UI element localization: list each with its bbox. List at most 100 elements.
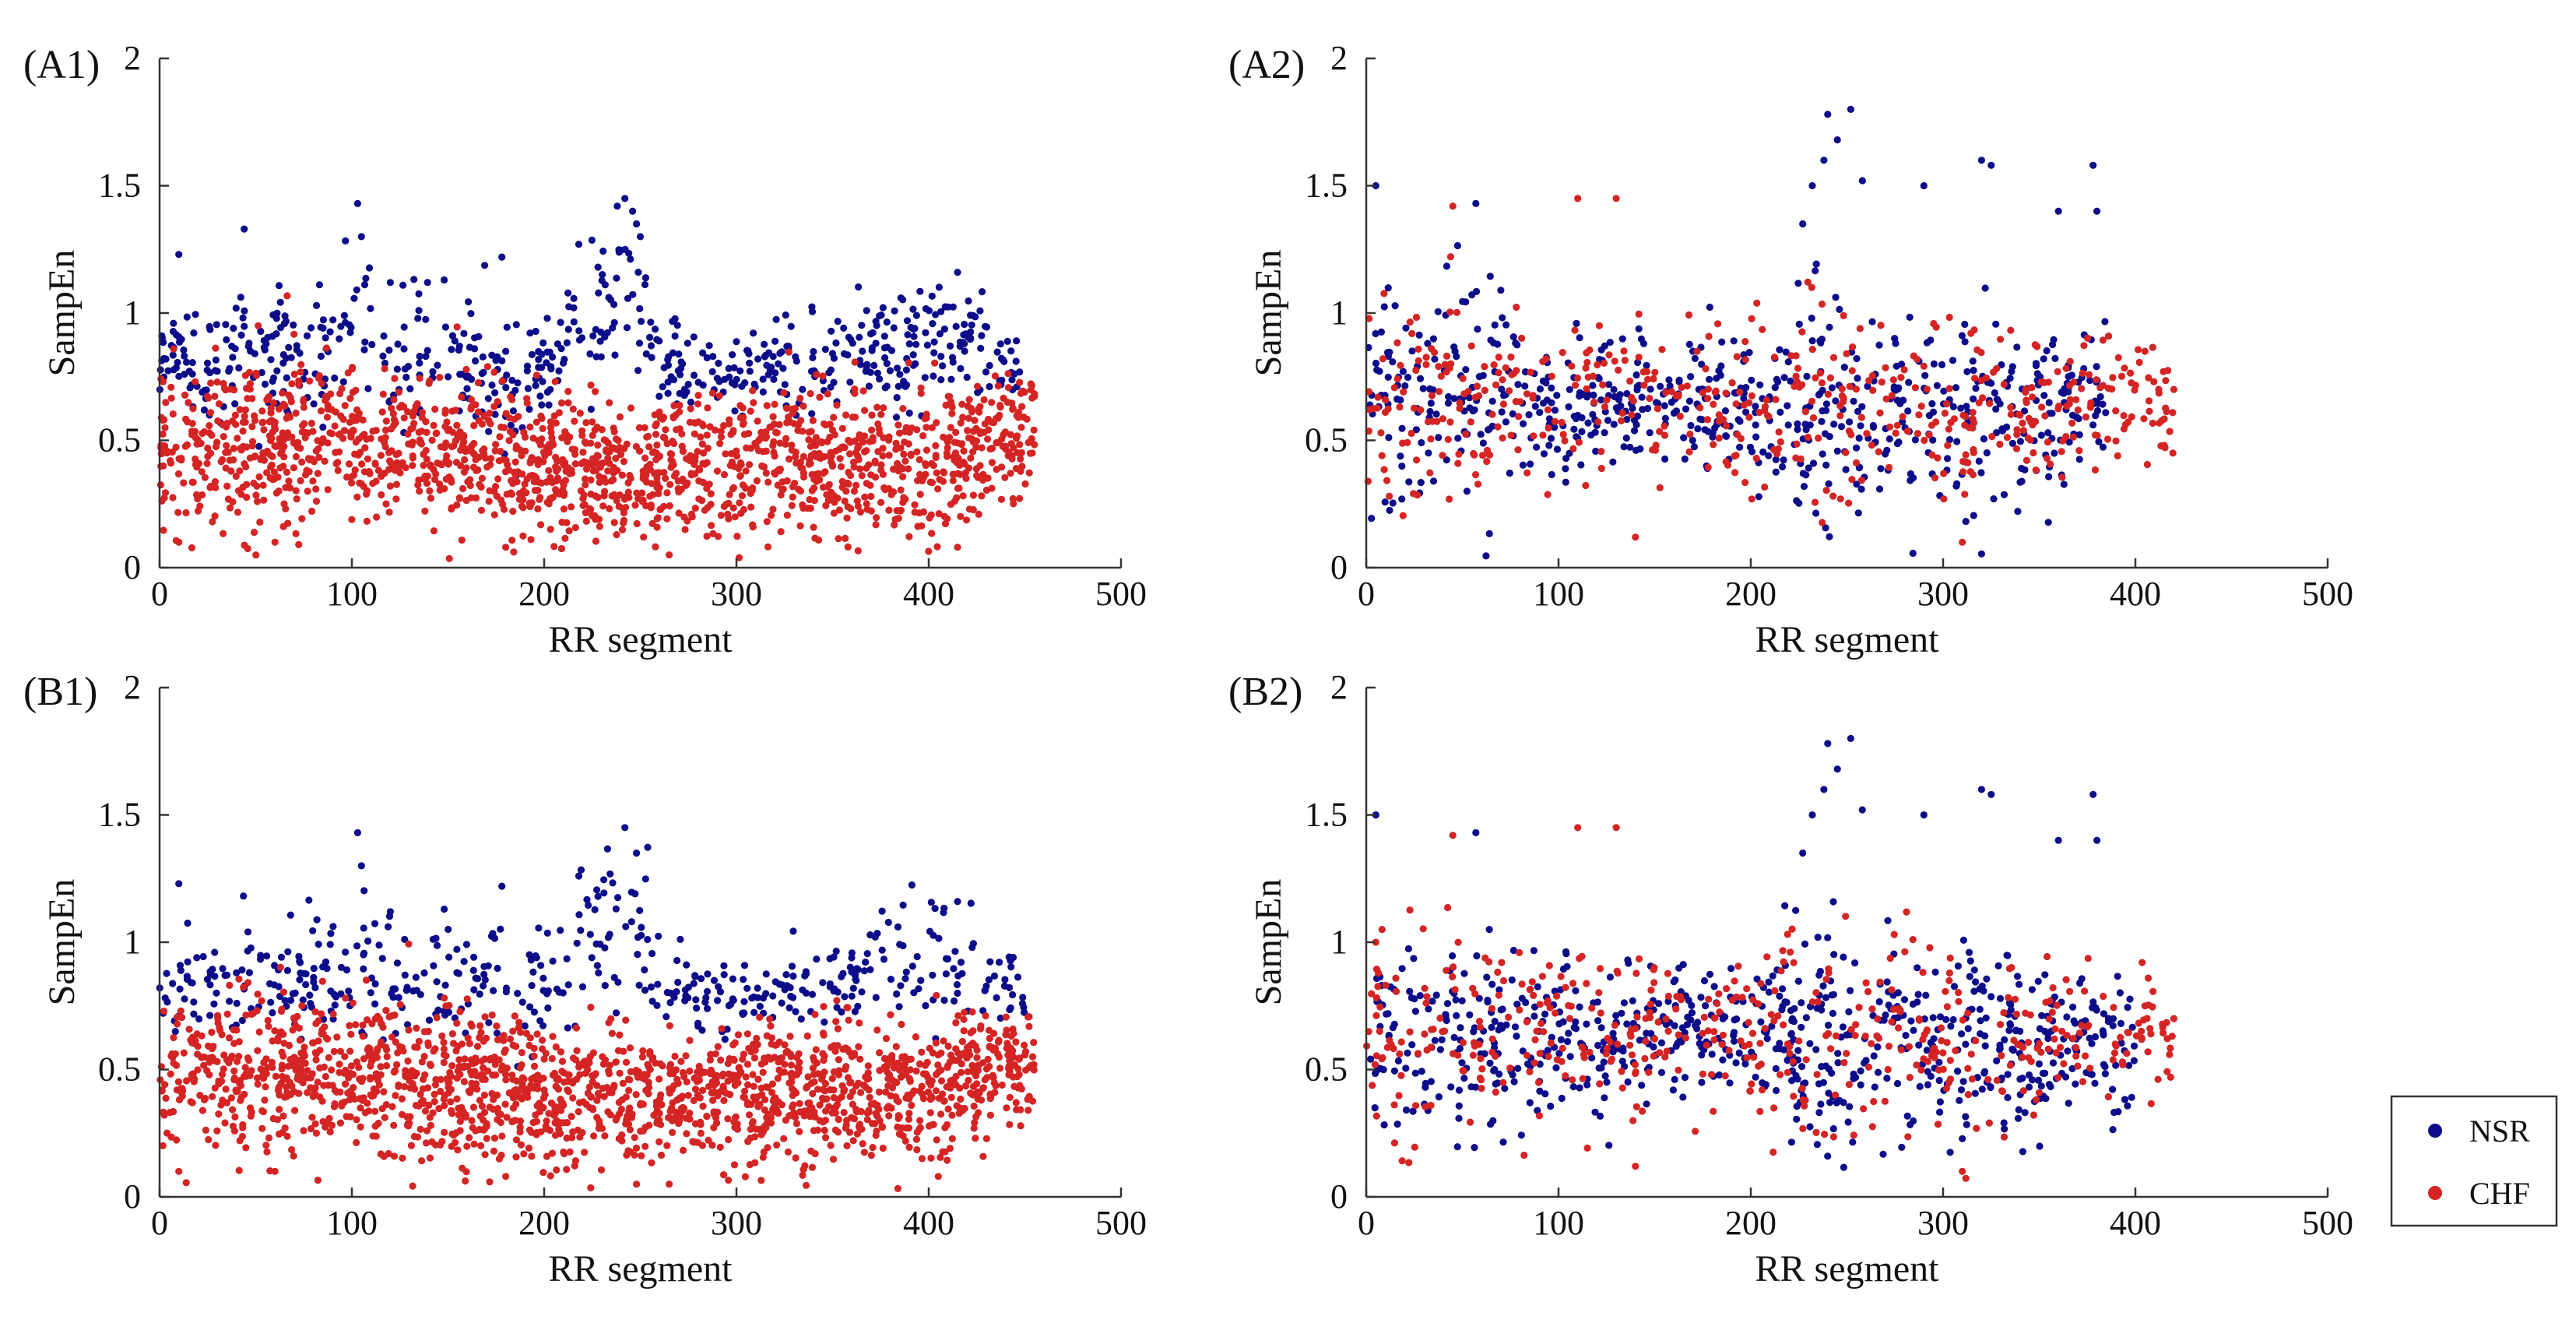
data-point <box>839 425 846 432</box>
data-point <box>229 354 236 361</box>
data-point <box>592 906 599 913</box>
data-point <box>729 427 736 434</box>
data-point <box>782 441 789 448</box>
data-point <box>263 469 270 476</box>
data-point <box>375 941 382 948</box>
data-point <box>749 387 756 394</box>
data-point <box>535 364 542 371</box>
data-point <box>1446 418 1453 425</box>
data-point <box>175 373 182 380</box>
data-point <box>1826 480 1833 487</box>
data-point <box>283 469 290 476</box>
data-point <box>771 401 778 408</box>
data-point <box>532 382 539 389</box>
data-point <box>1885 464 1892 471</box>
data-point <box>876 430 883 437</box>
data-point <box>1940 495 1947 502</box>
data-point <box>989 459 996 466</box>
data-point <box>2044 429 2051 436</box>
data-point <box>404 1057 411 1064</box>
data-point <box>708 501 715 508</box>
data-point <box>323 344 330 351</box>
data-point <box>416 429 423 436</box>
data-point <box>177 962 184 969</box>
data-point <box>961 321 968 328</box>
data-point <box>869 1120 876 1127</box>
data-point <box>2001 381 2008 388</box>
data-point <box>577 410 584 417</box>
panel-label: (A1) <box>23 43 100 87</box>
data-point <box>561 462 568 469</box>
data-point <box>474 1043 481 1050</box>
data-point <box>426 1017 433 1024</box>
data-point <box>660 503 667 510</box>
data-point <box>1756 382 1763 389</box>
data-point <box>863 500 870 507</box>
data-point <box>1918 403 1925 410</box>
data-point <box>378 491 385 498</box>
data-point <box>901 496 908 503</box>
data-point <box>340 378 347 385</box>
data-point <box>891 308 898 315</box>
data-point <box>637 1101 644 1108</box>
data-point <box>1589 382 1596 389</box>
data-point <box>922 374 929 381</box>
data-point <box>550 958 557 965</box>
data-point <box>1706 376 1713 383</box>
data-point <box>343 473 350 480</box>
data-point <box>1007 963 1014 970</box>
x-tick-label: 300 <box>1917 575 1969 613</box>
data-point <box>1793 497 1800 504</box>
data-point <box>1417 406 1424 413</box>
data-point <box>263 952 270 959</box>
data-point <box>1812 499 1819 506</box>
data-point <box>429 437 436 444</box>
data-point <box>454 1146 461 1153</box>
data-point <box>280 501 287 508</box>
data-point <box>297 368 304 375</box>
data-point <box>220 530 227 537</box>
data-point <box>475 379 482 386</box>
data-point <box>769 506 776 513</box>
data-point <box>1413 456 1420 463</box>
data-point <box>1506 470 1513 477</box>
data-point <box>470 986 477 993</box>
data-point <box>1405 478 1412 485</box>
data-point <box>1886 424 1893 431</box>
data-point <box>491 512 498 519</box>
data-point <box>1808 182 1815 189</box>
data-point <box>1481 387 1488 394</box>
data-point <box>181 353 188 360</box>
data-point <box>1446 495 1453 502</box>
data-point <box>1583 364 1590 371</box>
data-point <box>897 982 904 989</box>
data-point <box>256 473 263 480</box>
data-point <box>620 445 627 452</box>
data-point <box>562 477 569 484</box>
data-point <box>798 1015 805 1022</box>
data-point <box>322 959 329 966</box>
data-point <box>1510 333 1517 340</box>
y-axis-label: SampEn <box>41 250 83 377</box>
data-point <box>2063 403 2070 410</box>
scatter-points <box>156 824 1038 1192</box>
data-point <box>480 445 487 452</box>
data-point <box>724 1115 731 1122</box>
data-point <box>1930 409 1937 416</box>
data-point <box>1479 452 1486 459</box>
data-point <box>1715 368 1722 375</box>
data-point <box>544 389 551 396</box>
x-tick-label: 200 <box>518 575 570 613</box>
data-point <box>564 955 571 962</box>
data-point <box>960 448 967 455</box>
data-point <box>612 455 619 462</box>
data-point <box>667 450 674 457</box>
data-point <box>579 983 586 990</box>
data-point <box>223 424 230 431</box>
data-point <box>1394 375 1401 382</box>
data-point <box>312 485 319 492</box>
data-point <box>346 395 353 402</box>
data-point <box>414 315 421 322</box>
data-point <box>2160 368 2167 375</box>
